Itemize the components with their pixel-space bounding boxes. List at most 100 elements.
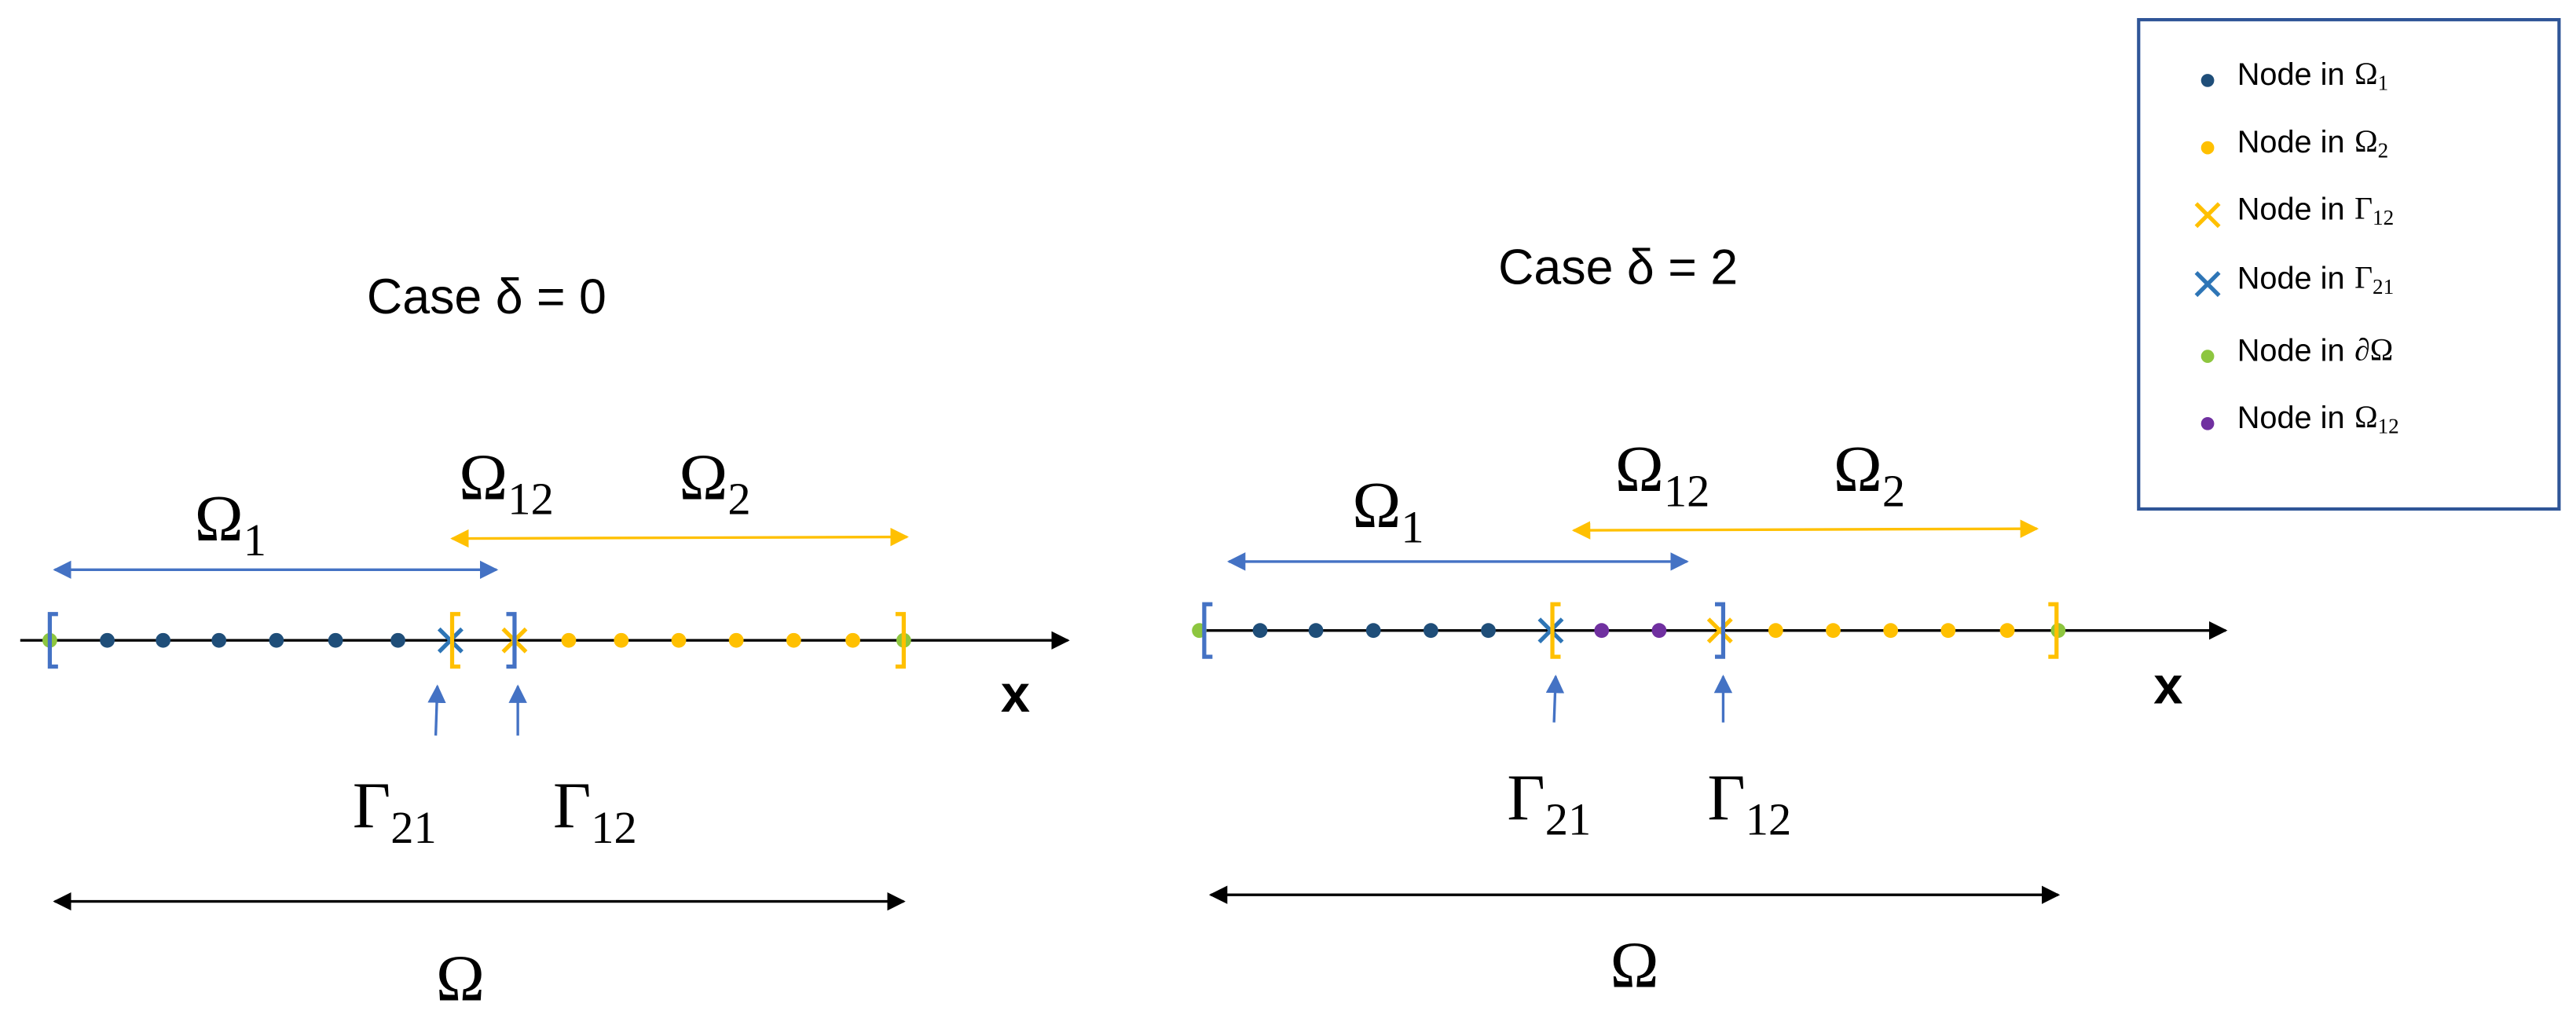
- node: [1999, 623, 2015, 639]
- legend-sub: 21: [2373, 275, 2394, 298]
- bracket: [895, 612, 906, 669]
- legend-sub: 2: [2378, 139, 2389, 163]
- legend-text: Node in: [2237, 125, 2345, 159]
- node: [1365, 623, 1381, 639]
- bracket: [506, 612, 517, 669]
- gamma21-label: Γ21: [1507, 761, 1591, 844]
- legend-text: Node in: [2237, 192, 2345, 227]
- omega12-label-sub: 12: [508, 474, 554, 525]
- omega1-label-sub: 1: [1401, 502, 1424, 553]
- node: [1651, 623, 1667, 639]
- legend-symbol: Γ: [2354, 192, 2373, 226]
- gamma12-label-sub: 12: [591, 802, 637, 853]
- gamma21-label-sub: 21: [390, 802, 437, 853]
- legend-sub: 12: [2373, 206, 2394, 229]
- omega2-label: Ω2: [1834, 433, 1905, 516]
- legend-text: Node in: [2237, 401, 2345, 436]
- gamma21-label-base: Γ: [353, 770, 390, 843]
- gamma12-label: Γ12: [553, 770, 637, 853]
- node: [2200, 350, 2215, 363]
- node: [671, 632, 687, 648]
- bracket: [1714, 602, 1726, 659]
- node: [390, 632, 405, 648]
- gamma12-label: Γ12: [1707, 761, 1791, 844]
- node: [786, 632, 801, 648]
- gamma12-label-base: Γ: [1707, 761, 1745, 834]
- omega2-label-base: Ω: [679, 441, 727, 514]
- legend-entry: Node in Γ12: [2237, 192, 2395, 230]
- case-title: Case δ = 2: [1498, 240, 1738, 295]
- node: [156, 632, 171, 648]
- node: [728, 632, 744, 648]
- node: [211, 632, 227, 648]
- node: [269, 632, 284, 648]
- omega2-span: [1571, 519, 2039, 540]
- omega12-label: Ω12: [459, 441, 554, 525]
- node: [1481, 623, 1496, 639]
- omega1-label-sub: 1: [244, 514, 266, 566]
- omega1-label-base: Ω: [1352, 469, 1401, 542]
- node: [1940, 623, 1956, 639]
- bracket: [2048, 602, 2059, 659]
- axis-label: x: [1001, 665, 1030, 723]
- legend-sub: 1: [2378, 71, 2389, 95]
- node-cross: [2194, 202, 2221, 229]
- node: [1308, 623, 1324, 639]
- axis-label: x: [2153, 657, 2182, 716]
- legend-entry: Node in Ω2: [2237, 124, 2388, 163]
- bracket: [1202, 602, 1213, 659]
- bracket: [47, 612, 58, 669]
- node: [845, 632, 860, 648]
- node: [1423, 623, 1438, 639]
- legend-symbol: Γ: [2354, 261, 2373, 295]
- bracket: [1550, 602, 1561, 659]
- legend-entry: Node in Γ21: [2237, 261, 2395, 299]
- gamma21-pointer: [427, 684, 446, 736]
- omega-label: Ω: [1610, 929, 1658, 1002]
- node: [2200, 141, 2215, 155]
- omega12-label: Ω12: [1615, 433, 1710, 516]
- gamma21-label-base: Γ: [1507, 761, 1545, 834]
- legend-sub: 12: [2378, 415, 2399, 438]
- node-cross: [1706, 617, 1733, 644]
- omega2-label-sub: 2: [727, 474, 750, 525]
- case-title: Case δ = 0: [367, 269, 606, 324]
- node: [328, 632, 343, 648]
- legend-symbol: ∂Ω: [2354, 333, 2393, 368]
- omega1-label: Ω1: [195, 482, 266, 566]
- legend-text: Node in: [2237, 334, 2345, 368]
- legend-entry: Node in Ω12: [2237, 400, 2399, 438]
- bracket: [449, 612, 460, 669]
- gamma12-label-base: Γ: [553, 770, 591, 843]
- node: [2200, 416, 2215, 430]
- omega12-label-base: Ω: [1615, 433, 1664, 506]
- node: [1768, 623, 1783, 639]
- node: [1594, 623, 1610, 639]
- node: [561, 632, 577, 648]
- omega12-label-base: Ω: [459, 441, 508, 514]
- legend-symbol: Ω: [2354, 57, 2378, 91]
- node: [100, 632, 115, 648]
- node: [1883, 623, 1899, 639]
- omega-label: Ω: [436, 942, 485, 1015]
- omega12-label-sub: 12: [1664, 466, 1710, 517]
- omega1-label-base: Ω: [195, 482, 244, 555]
- node: [614, 632, 629, 648]
- node-cross: [2194, 271, 2221, 298]
- node: [2200, 74, 2215, 87]
- omega1-label: Ω1: [1352, 469, 1424, 552]
- legend-entry: Node in Ω1: [2237, 57, 2388, 95]
- legend-entry: Node in ∂Ω: [2237, 333, 2394, 368]
- gamma21-pointer: [1545, 674, 1565, 723]
- gamma12-label-sub: 12: [1746, 794, 1792, 845]
- legend-symbol: Ω: [2354, 124, 2378, 159]
- legend-text: Node in: [2237, 262, 2345, 296]
- omega2-label: Ω2: [679, 441, 750, 525]
- legend-symbol: Ω: [2354, 400, 2378, 434]
- node: [1252, 623, 1268, 639]
- omega2-span: [450, 527, 909, 548]
- omega2-label-sub: 2: [1882, 466, 1905, 517]
- legend-box: [2137, 17, 2561, 511]
